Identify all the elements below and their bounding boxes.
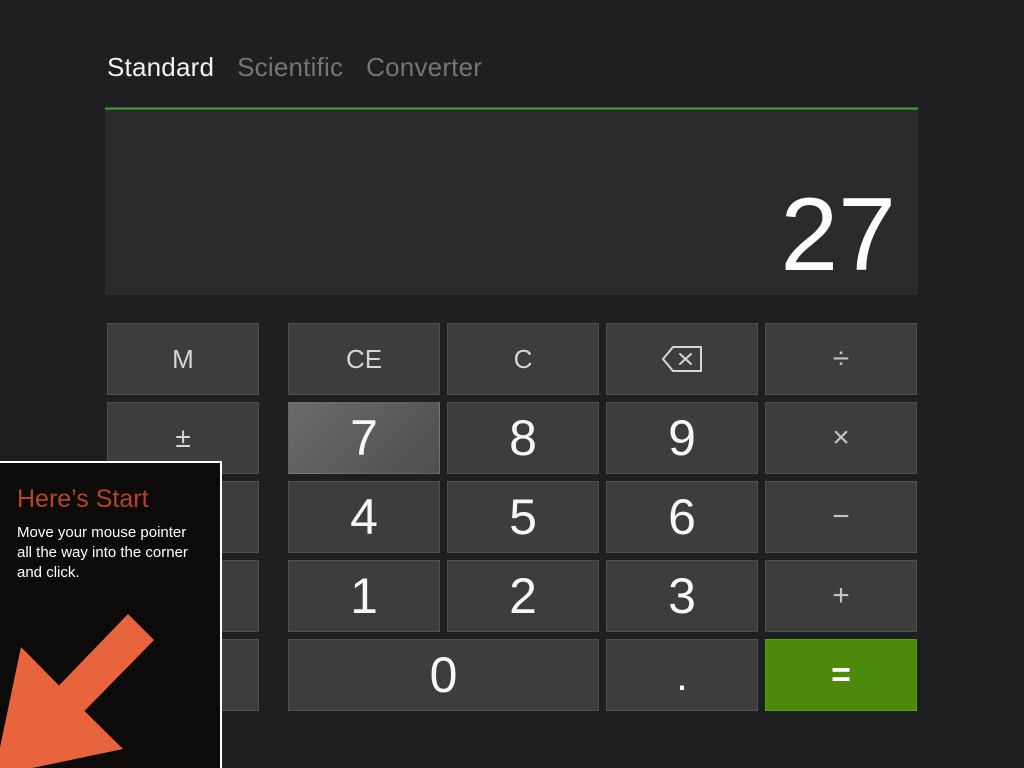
digit-1-button[interactable]: 1 [288,560,440,632]
tip-body-line: Move your mouse pointer [17,524,187,541]
equals-button[interactable]: = [765,639,917,711]
digit-7-button[interactable]: 7 [288,402,440,474]
tip-body-line: all the way into the corner [17,544,188,561]
minus-button[interactable]: − [765,481,917,553]
digit-5-button[interactable]: 5 [447,481,599,553]
memory-button[interactable]: M [107,323,259,395]
digit-4-button[interactable]: 4 [288,481,440,553]
divide-button[interactable]: ÷ [765,323,917,395]
clear-entry-button[interactable]: CE [288,323,440,395]
calculator-display: 27 [105,107,918,295]
backspace-button[interactable] [606,323,758,395]
decimal-button[interactable]: . [606,639,758,711]
tab-converter[interactable]: Converter [366,52,483,82]
mode-tabs: Standard Scientific Converter [107,52,482,83]
tip-body-line: and click. [17,564,80,581]
display-accent-line [105,107,918,110]
plus-button[interactable]: + [765,560,917,632]
heres-start-tip: Here’s Start Move your mouse pointer all… [0,461,222,768]
backspace-icon [661,345,703,373]
digit-8-button[interactable]: 8 [447,402,599,474]
digit-9-button[interactable]: 9 [606,402,758,474]
corner-arrow-icon [0,614,154,768]
tip-body: Move your mouse pointer all the way into… [17,523,209,583]
tab-scientific[interactable]: Scientific [237,52,344,82]
display-value: 27 [780,177,896,293]
digit-3-button[interactable]: 3 [606,560,758,632]
tab-standard[interactable]: Standard [107,52,215,82]
digit-2-button[interactable]: 2 [447,560,599,632]
digit-0-button[interactable]: 0 [288,639,599,711]
tip-title: Here’s Start [17,485,149,513]
multiply-button[interactable]: × [765,402,917,474]
clear-button[interactable]: C [447,323,599,395]
digit-6-button[interactable]: 6 [606,481,758,553]
